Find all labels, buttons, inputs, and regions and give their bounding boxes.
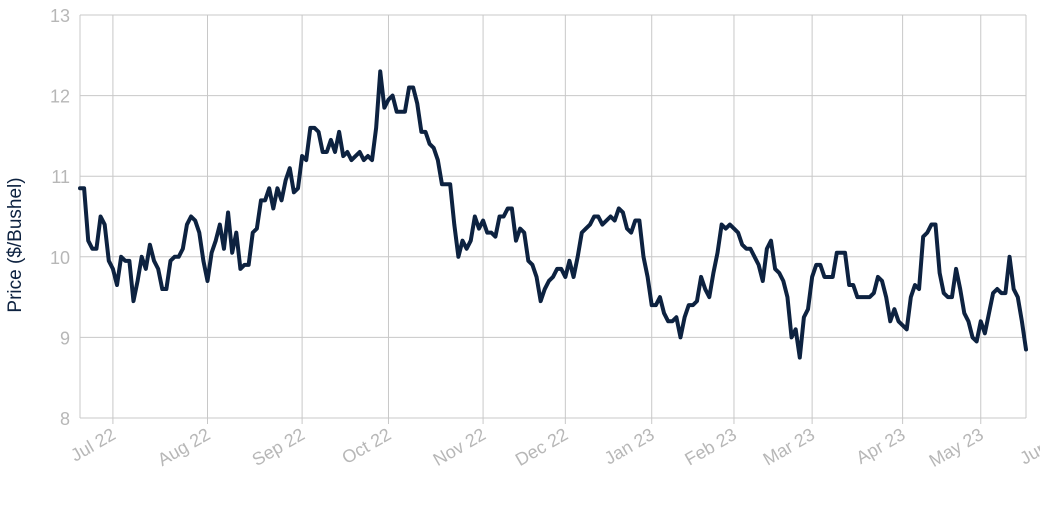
x-tick-label: Jul 22 <box>67 424 119 465</box>
y-tick-label: 12 <box>50 87 70 107</box>
x-tick-label: Apr 23 <box>853 424 909 468</box>
grid <box>79 14 1027 424</box>
series-layer <box>78 69 1028 360</box>
x-axis-ticks: Jul 22 Aug 22 Sep 22 Oct 22 Nov 22 Dec 22 Jan … <box>67 424 1040 471</box>
y-tick-label: 8 <box>60 409 70 429</box>
x-tick-label: Sep 22 <box>249 424 308 470</box>
x-tick-label: Feb 23 <box>681 424 740 469</box>
x-tick-label: Nov 22 <box>430 424 489 470</box>
y-tick-label: 10 <box>50 248 70 268</box>
x-tick-label: Jan 23 <box>601 424 658 468</box>
y-tick-label: 9 <box>60 328 70 348</box>
x-tick-label: May 23 <box>926 424 987 471</box>
y-tick-label: 11 <box>51 167 70 187</box>
x-tick-label: Oct 22 <box>339 424 395 468</box>
x-tick-label: Aug 22 <box>154 424 213 470</box>
y-tick-label: 13 <box>50 6 70 26</box>
x-tick-label: Mar 23 <box>760 424 819 469</box>
y-axis-ticks: 8 9 10 11 12 13 <box>50 6 70 429</box>
x-tick-label: Dec 22 <box>512 424 571 470</box>
series-line-price <box>78 69 1028 360</box>
x-tick-label: Jun 23 <box>1016 424 1040 468</box>
y-axis-label: Price ($/Bushel) <box>5 177 26 312</box>
